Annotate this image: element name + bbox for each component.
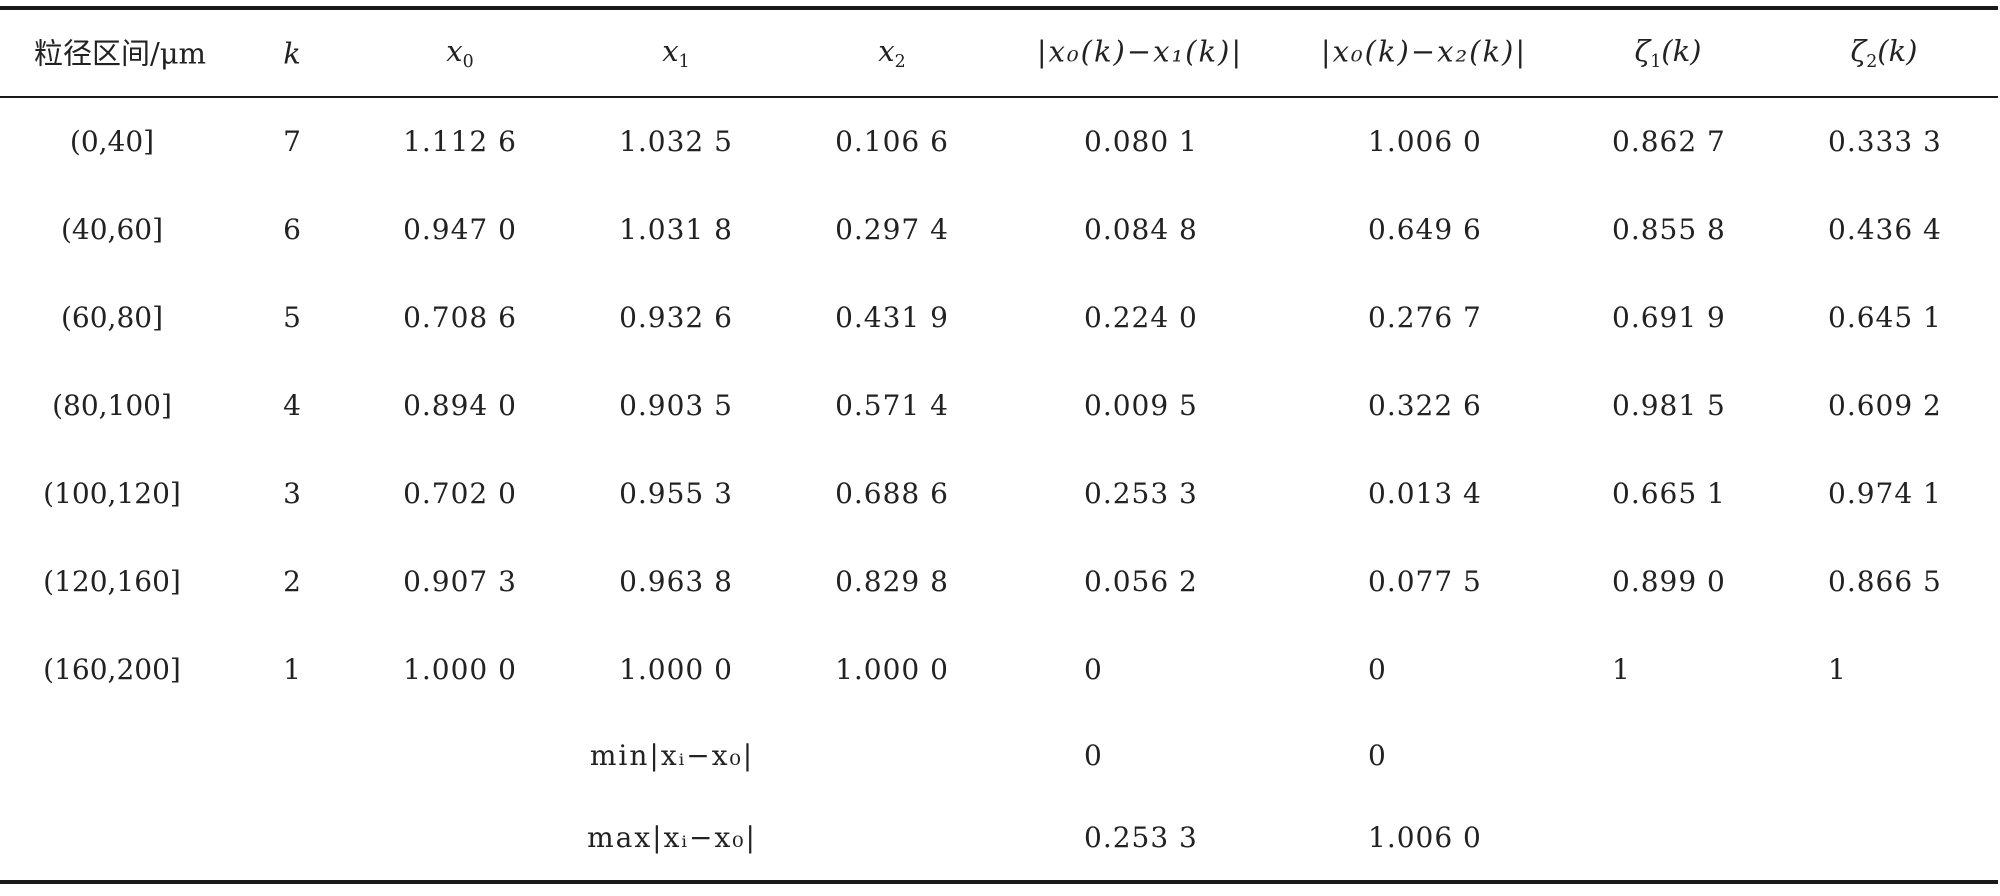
header-k: k: [283, 36, 301, 71]
cell-zeta-1: 1: [1612, 653, 1631, 686]
cell-x0: 0.894 0: [403, 389, 517, 422]
cell-x2: 0.106 6: [835, 125, 949, 158]
cell-x0: 0.947 0: [403, 213, 517, 246]
header-x1: x1: [662, 33, 690, 72]
cell-x2: 0.571 4: [835, 389, 949, 422]
header-abs-diff-1: |x₀(k)−x₁(k)|: [1036, 34, 1244, 69]
header-x0: x0: [446, 33, 474, 72]
cell-zeta-1: 0.855 8: [1612, 213, 1726, 246]
cell-x0: 0.702 0: [403, 477, 517, 510]
cell-zeta-2: 0.974 1: [1828, 477, 1942, 510]
cell-abs-diff-2: 1.006 0: [1368, 125, 1482, 158]
cell-x1: 1.032 5: [619, 125, 733, 158]
cell-x0: 0.907 3: [403, 565, 517, 598]
cell-abs-diff-2: 0.322 6: [1368, 389, 1482, 422]
cell-x1: 0.955 3: [619, 477, 733, 510]
table-bottom-rule: [0, 880, 1998, 884]
cell-k: 5: [283, 301, 301, 334]
cell-interval: (160,200]: [43, 653, 181, 686]
cell-k: 7: [283, 125, 301, 158]
cell-k: 2: [283, 565, 301, 598]
cell-abs-diff-2: 0.649 6: [1368, 213, 1482, 246]
cell-zeta-1: 0.862 7: [1612, 125, 1726, 158]
cell-abs-diff-1: 0.056 2: [1084, 565, 1198, 598]
summary-label-min: min|xᵢ−x₀|: [589, 739, 755, 772]
cell-abs-diff-2: 0.276 7: [1368, 301, 1482, 334]
cell-interval: (60,80]: [60, 301, 164, 334]
summary-label-max: max|xᵢ−x₀|: [587, 821, 757, 854]
cell-abs-diff-2: 0.077 5: [1368, 565, 1482, 598]
cell-abs-diff-1: 0: [1084, 653, 1103, 686]
cell-abs-diff-2: 0.013 4: [1368, 477, 1482, 510]
cell-abs-diff-1: 0.009 5: [1084, 389, 1198, 422]
cell-zeta-2: 0.436 4: [1828, 213, 1942, 246]
cell-k: 4: [283, 389, 301, 422]
cell-x2: 1.000 0: [835, 653, 949, 686]
cell-interval: (40,60]: [60, 213, 164, 246]
cell-x0: 0.708 6: [403, 301, 517, 334]
cell-x0: 1.000 0: [403, 653, 517, 686]
header-x2: x2: [878, 33, 906, 72]
cell-x1: 0.963 8: [619, 565, 733, 598]
summary-min-d1: 0: [1084, 739, 1103, 772]
cell-zeta-2: 0.609 2: [1828, 389, 1942, 422]
cell-interval: (80,100]: [52, 389, 172, 422]
header-zeta-2: ζ2(k): [1850, 33, 1918, 72]
cell-zeta-2: 0.866 5: [1828, 565, 1942, 598]
cell-x1: 1.031 8: [619, 213, 733, 246]
cell-abs-diff-1: 0.084 8: [1084, 213, 1198, 246]
cell-zeta-1: 0.691 9: [1612, 301, 1726, 334]
cell-k: 3: [283, 477, 301, 510]
summary-max-d1: 0.253 3: [1084, 821, 1198, 854]
cell-k: 6: [283, 213, 301, 246]
cell-interval: (120,160]: [43, 565, 181, 598]
header-abs-diff-2: |x₀(k)−x₂(k)|: [1320, 34, 1528, 69]
header-interval: 粒径区间/μm: [33, 36, 207, 71]
cell-zeta-2: 0.333 3: [1828, 125, 1942, 158]
cell-x2: 0.431 9: [835, 301, 949, 334]
cell-abs-diff-1: 0.224 0: [1084, 301, 1198, 334]
cell-k: 1: [283, 653, 301, 686]
cell-x0: 1.112 6: [403, 125, 517, 158]
cell-interval: (0,40]: [69, 125, 155, 158]
table-top-rule: [0, 6, 1998, 10]
cell-zeta-2: 0.645 1: [1828, 301, 1942, 334]
cell-x1: 0.903 5: [619, 389, 733, 422]
cell-x1: 1.000 0: [619, 653, 733, 686]
cell-abs-diff-1: 0.253 3: [1084, 477, 1198, 510]
cell-x2: 0.297 4: [835, 213, 949, 246]
cell-abs-diff-1: 0.080 1: [1084, 125, 1198, 158]
cell-zeta-1: 0.665 1: [1612, 477, 1726, 510]
cell-zeta-1: 0.899 0: [1612, 565, 1726, 598]
cell-zeta-2: 1: [1828, 653, 1847, 686]
cell-interval: (100,120]: [43, 477, 181, 510]
cell-zeta-1: 0.981 5: [1612, 389, 1726, 422]
summary-max-d2: 1.006 0: [1368, 821, 1482, 854]
summary-min-d2: 0: [1368, 739, 1387, 772]
header-zeta-1: ζ1(k): [1634, 33, 1702, 72]
cell-abs-diff-2: 0: [1368, 653, 1387, 686]
cell-x2: 0.688 6: [835, 477, 949, 510]
cell-x2: 0.829 8: [835, 565, 949, 598]
table-header-rule: [0, 96, 1998, 98]
cell-x1: 0.932 6: [619, 301, 733, 334]
